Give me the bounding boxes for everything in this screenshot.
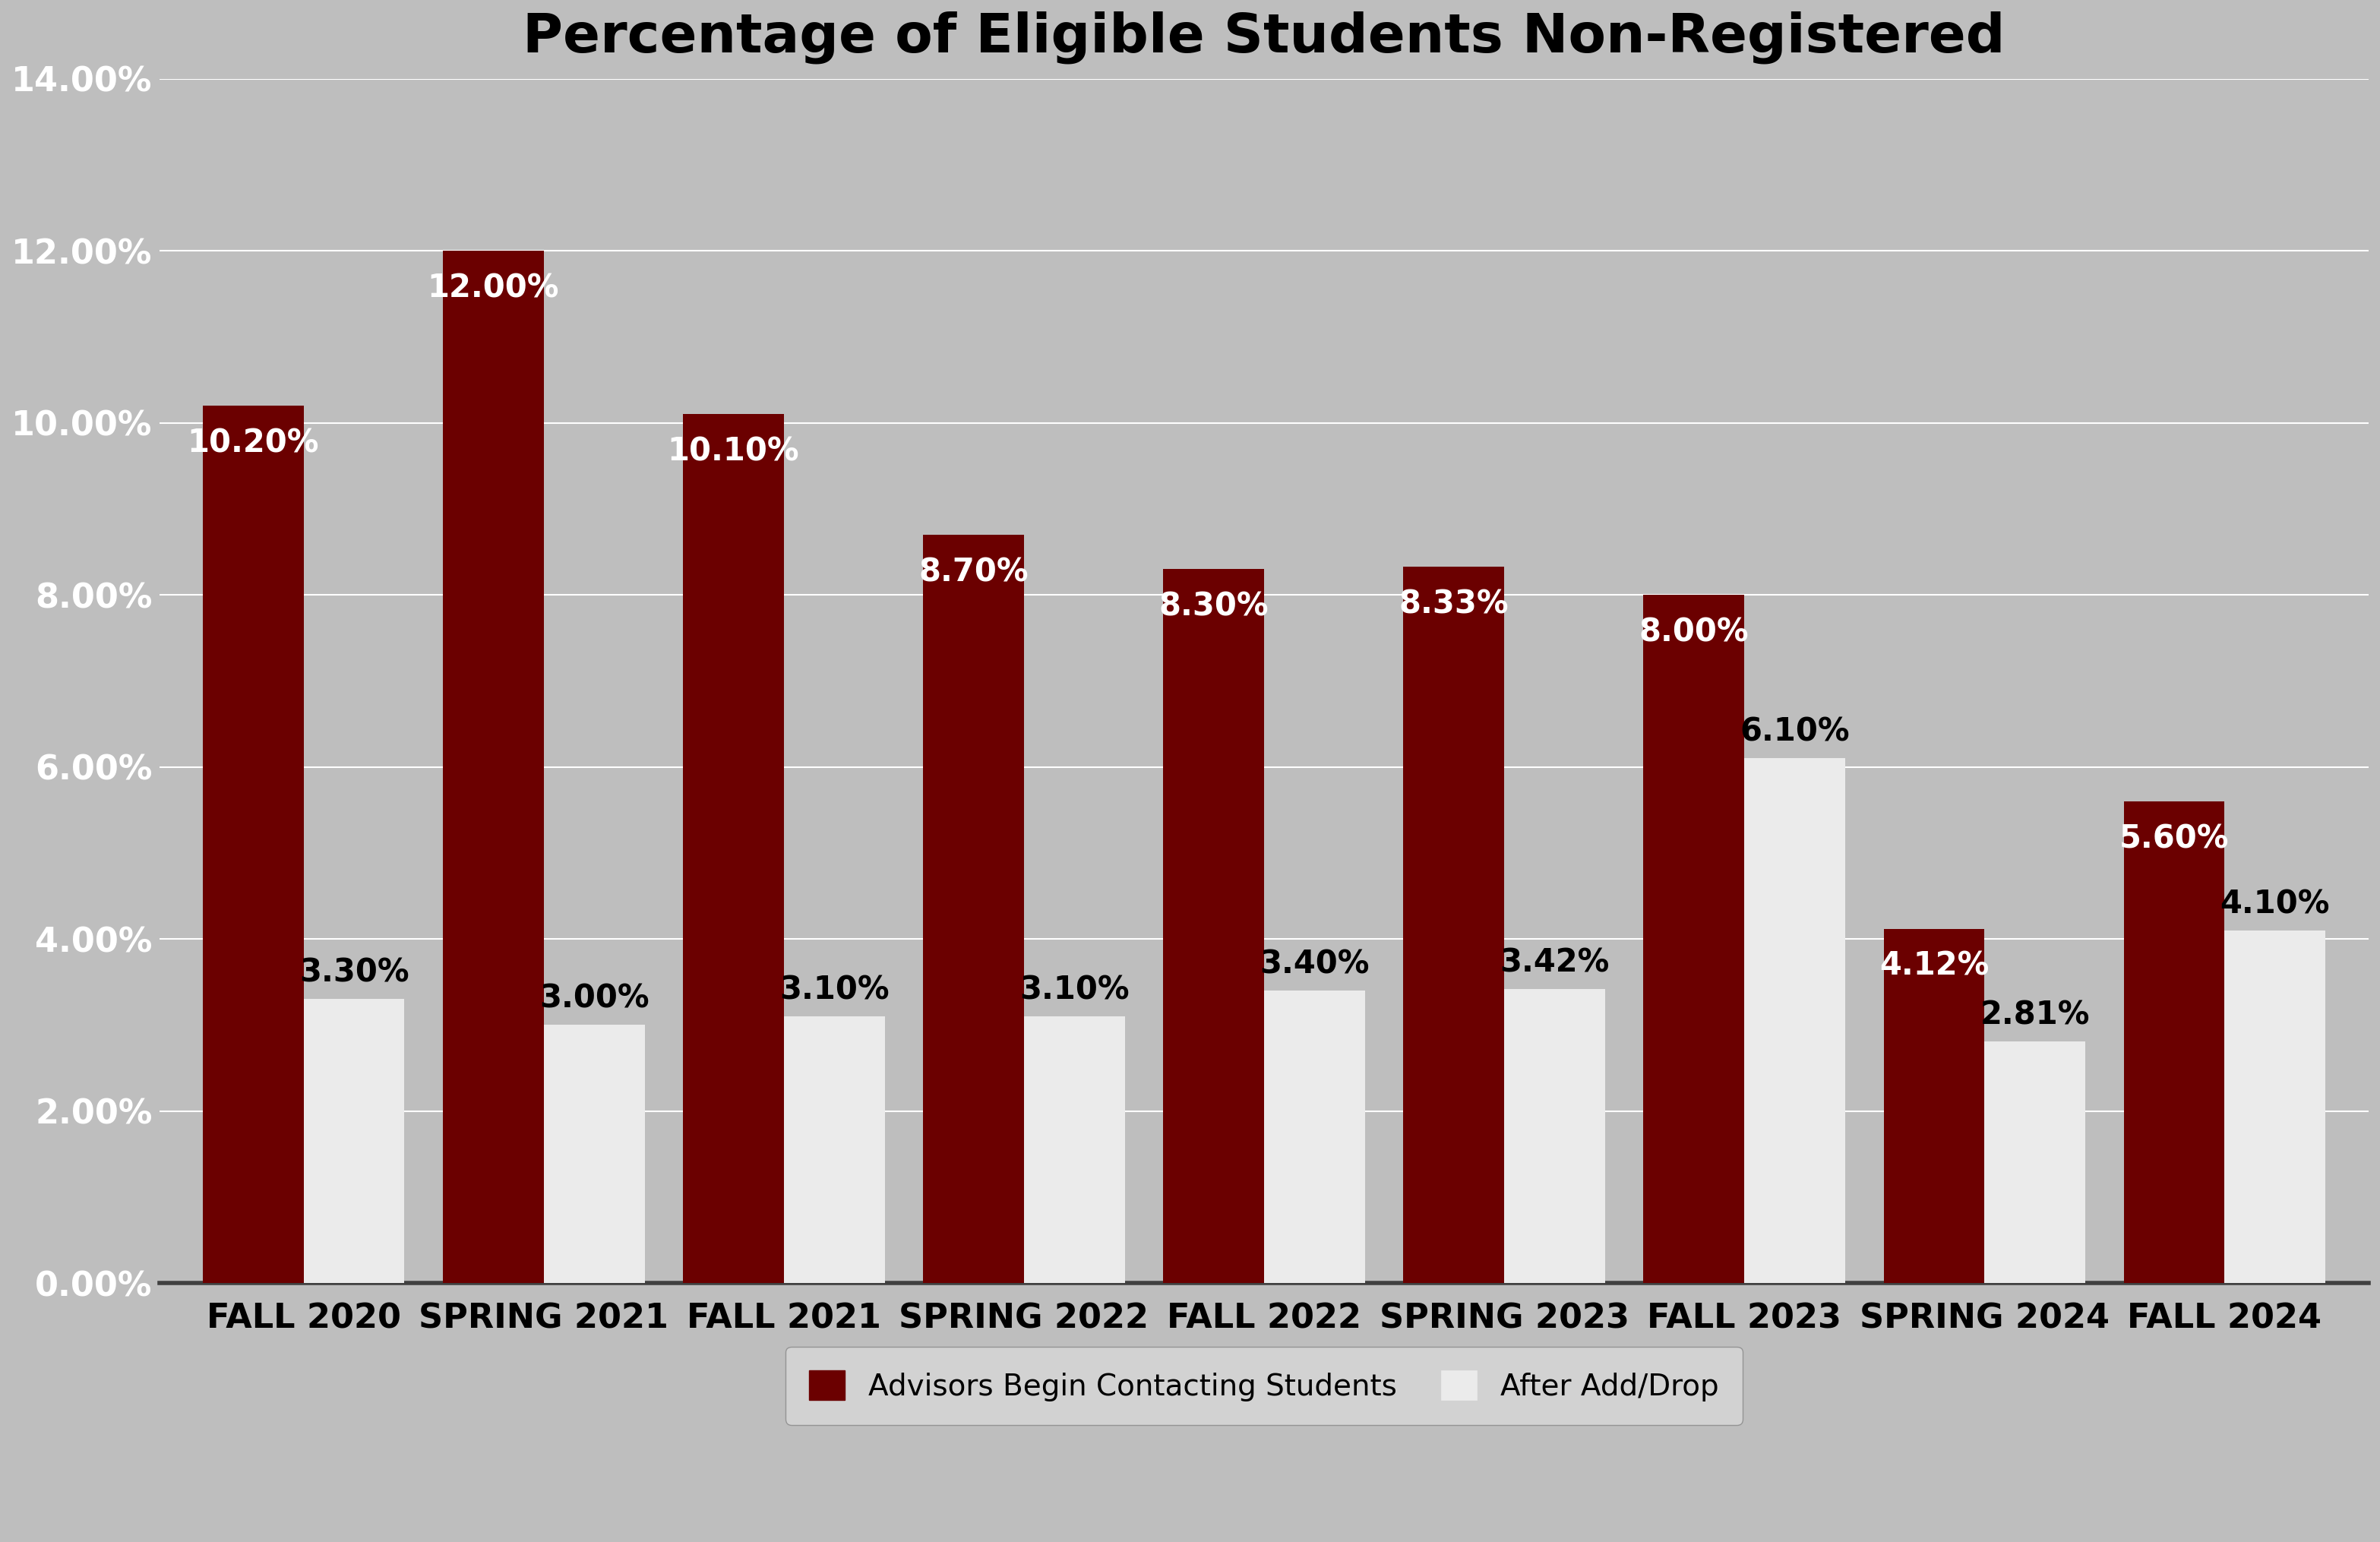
Bar [683,415,783,1283]
Text: 8.33%: 8.33% [1399,588,1509,620]
Bar [923,535,1023,1283]
Bar [1985,1041,2085,1283]
Bar [543,1025,645,1283]
Text: 8.70%: 8.70% [919,557,1028,588]
Text: 10.20%: 10.20% [188,427,319,460]
Title: Percentage of Eligible Students Non-Registered: Percentage of Eligible Students Non-Regi… [524,11,2006,65]
Text: 10.10%: 10.10% [666,436,800,467]
Legend: Advisors Begin Contacting Students, After Add/Drop: Advisors Begin Contacting Students, Afte… [785,1346,1742,1425]
Text: 3.10%: 3.10% [778,975,890,1005]
Bar [305,999,405,1283]
Bar [1164,569,1264,1283]
Bar [783,1016,885,1283]
Bar [1404,566,1504,1283]
Bar [1264,990,1366,1283]
Text: 4.10%: 4.10% [2221,888,2330,921]
Text: 6.10%: 6.10% [1740,715,1849,748]
Text: 3.42%: 3.42% [1499,947,1609,979]
Bar [1023,1016,1126,1283]
Text: 3.00%: 3.00% [540,982,650,1015]
Bar [1645,595,1745,1283]
Text: 5.60%: 5.60% [2118,823,2230,854]
Text: 8.00%: 8.00% [1640,617,1749,648]
Text: 4.12%: 4.12% [1880,950,1990,982]
Text: 3.10%: 3.10% [1019,975,1130,1005]
Bar [1883,928,1985,1283]
Text: 3.30%: 3.30% [300,958,409,988]
Bar [202,406,305,1283]
Bar [2123,802,2225,1283]
Text: 8.30%: 8.30% [1159,591,1269,623]
Bar [1745,759,1845,1283]
Text: 2.81%: 2.81% [1980,999,2090,1032]
Bar [443,251,543,1283]
Bar [1504,988,1604,1283]
Text: 12.00%: 12.00% [428,273,559,304]
Text: 3.40%: 3.40% [1259,948,1368,981]
Bar [2225,930,2325,1283]
